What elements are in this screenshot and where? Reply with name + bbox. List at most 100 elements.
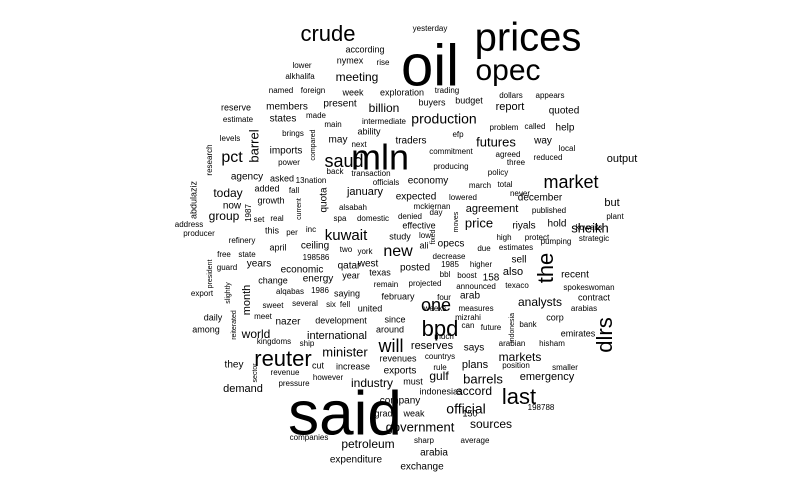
word-average: average [461, 436, 490, 445]
word-opec: opec [475, 54, 540, 87]
word-moves: moves [453, 211, 460, 232]
word-minister: minister [322, 344, 368, 359]
word-says: says [464, 343, 485, 354]
word-years: years [247, 259, 271, 270]
word-kuwait: kuwait [325, 227, 368, 244]
word-boost: boost [457, 271, 477, 280]
word-rise: rise [377, 58, 390, 67]
word-indonesias: indonesias [419, 386, 463, 396]
word-yesterday: yesterday [413, 24, 448, 33]
word-but: but [604, 197, 619, 209]
word-arab: arab [460, 291, 480, 302]
word-weak: weak [402, 408, 425, 418]
word-countrys: countrys [425, 352, 455, 361]
word-now: now [223, 201, 242, 212]
word-real: real [270, 214, 284, 223]
word-accord: accord [456, 384, 492, 398]
word-bank: bank [519, 320, 537, 329]
word-ali: ali [419, 240, 428, 250]
word-high: high [496, 233, 511, 242]
word-year: year [342, 270, 360, 280]
word-low: low [419, 231, 431, 240]
word-commitment: commitment [429, 147, 473, 156]
word-abdulaziz: abdulaziz [188, 180, 198, 219]
word-riyals: riyals [512, 221, 535, 232]
word-revenues: revenues [379, 353, 417, 363]
word-pct: pct [221, 149, 243, 166]
word-transaction: transaction [351, 169, 390, 178]
word-production: production [411, 111, 476, 127]
word-the: the [533, 253, 558, 284]
word-march: march [469, 181, 491, 190]
word-exports: exports [384, 366, 417, 377]
word-refinery: refinery [229, 236, 256, 245]
word-address: address [175, 220, 203, 229]
word-weeks: weeks [423, 304, 447, 313]
word-however: however [313, 373, 344, 382]
word-three: three [507, 158, 526, 167]
word-much: much [434, 332, 454, 341]
word-198586: 198586 [303, 253, 330, 262]
word-pressure: pressure [278, 379, 310, 388]
word-arabias: arabias [571, 304, 597, 313]
word-foreign: foreign [301, 86, 325, 95]
word-state: state [238, 250, 256, 259]
word-reiterated: reiterated [231, 310, 238, 340]
word-two: two [340, 245, 353, 254]
word-13nation: 13nation [296, 176, 327, 185]
word-reuter: reuter [254, 346, 311, 371]
word-qatar: qatar [338, 261, 361, 272]
word-around: around [376, 324, 404, 334]
word-mckiernan: mckiernan [414, 202, 451, 211]
word-per: per [286, 228, 298, 237]
word-1986: 1986 [311, 286, 329, 295]
word-1987: 1987 [244, 204, 253, 222]
word-power: power [278, 158, 300, 167]
word-price: price [465, 215, 493, 230]
word-lowered: lowered [449, 193, 477, 202]
word-crude: crude [300, 21, 355, 46]
word-announced: announced [456, 282, 496, 291]
word-local: local [559, 144, 576, 153]
word-pumping: pumping [541, 237, 572, 246]
word-said: said [288, 379, 402, 448]
word-change: change [258, 275, 288, 285]
word-saudi: saudi [324, 151, 367, 171]
word-petroleum: petroleum [341, 437, 394, 451]
word-growth: growth [257, 195, 284, 205]
word-called: called [525, 122, 546, 131]
word-reduced: reduced [534, 153, 563, 162]
word-president: president [207, 260, 214, 289]
word-barrel: barrel [246, 129, 261, 162]
word-also: also [503, 266, 523, 278]
word-market: market [543, 172, 598, 192]
word-quota: quota [319, 187, 330, 212]
word-198788: 198788 [528, 403, 555, 412]
word-international: international [307, 330, 367, 342]
word-texas: texas [369, 267, 391, 277]
word-output: output [607, 153, 638, 165]
word-will: will [378, 336, 404, 356]
word-sources: sources [470, 417, 512, 431]
word-lower: lower [292, 61, 311, 70]
word-world: world [241, 327, 271, 341]
word-development: development [315, 315, 367, 325]
word-cut: cut [312, 360, 325, 370]
word-current: current [296, 198, 303, 220]
word-asked: asked [270, 173, 294, 183]
word-increase: increase [336, 361, 370, 371]
word-future: future [481, 323, 502, 332]
word-producing: producing [433, 162, 468, 171]
word-plans: plans [462, 359, 489, 371]
word-economy: economy [408, 176, 449, 187]
word-recent: recent [561, 270, 589, 281]
word-expected: expected [396, 192, 437, 203]
word-1985: 1985 [441, 260, 459, 269]
word-barrels: barrels [463, 371, 503, 386]
word-last: last [502, 384, 536, 409]
word-158: 158 [483, 273, 500, 284]
word-named: named [269, 86, 293, 95]
word-gulf: gulf [429, 369, 449, 383]
word-hold: hold [548, 219, 567, 230]
